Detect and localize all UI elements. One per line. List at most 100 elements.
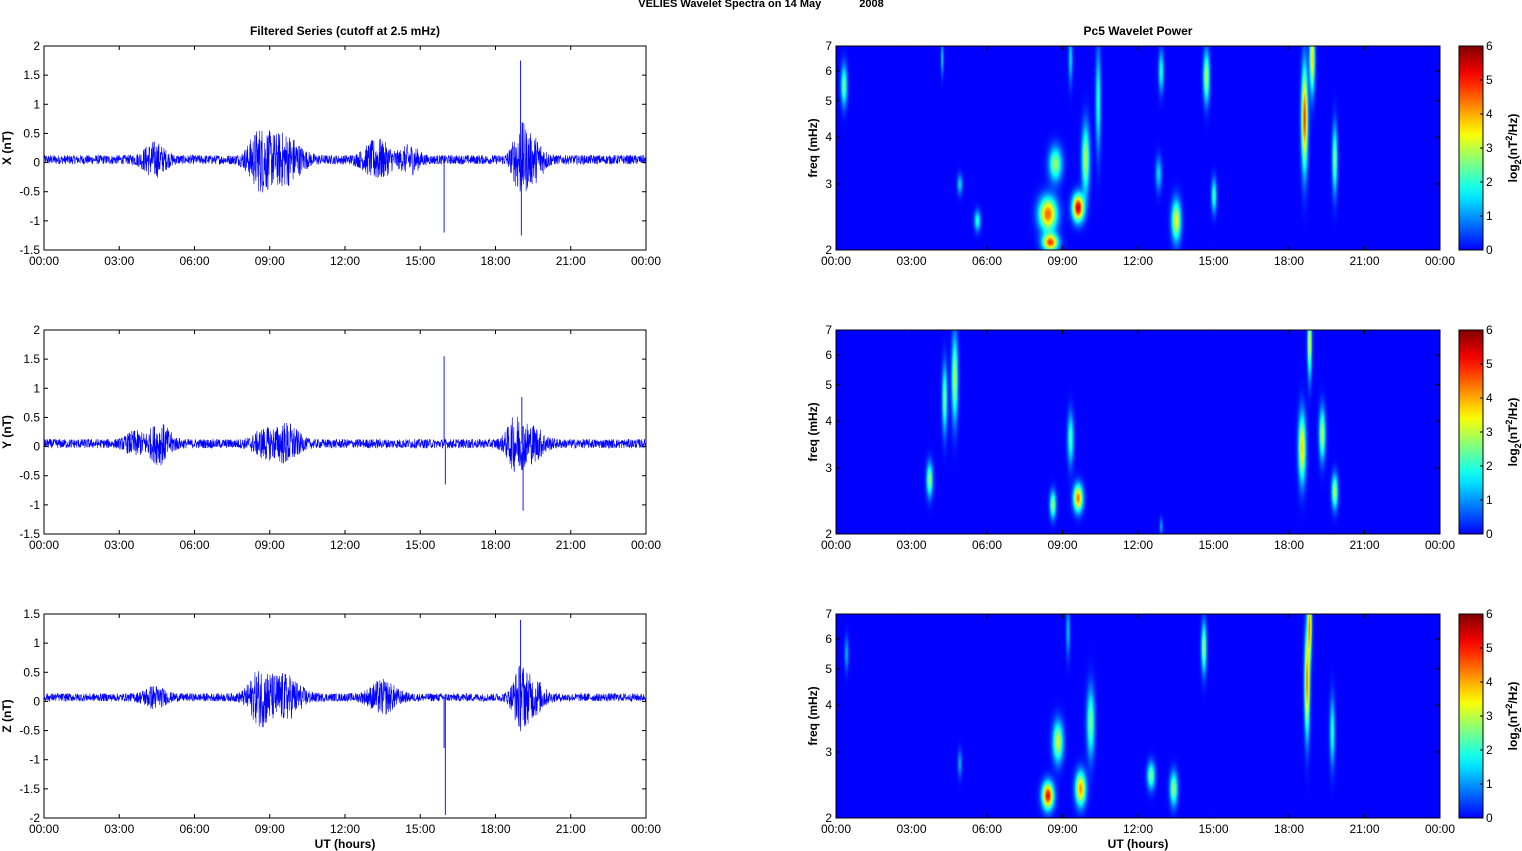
y-tick-label: -1.5	[19, 782, 40, 796]
x-tick-label: 15:00	[1198, 538, 1228, 552]
y-tick-label: 0	[33, 694, 40, 708]
x-tick-label: 12:00	[1123, 538, 1153, 552]
series-line-y	[43, 416, 647, 472]
y-axis-label: freq (mHz)	[806, 118, 820, 177]
x-tick-label: 00:00	[1425, 822, 1455, 836]
x-tick-label: 06:00	[179, 822, 209, 836]
wavelet-heatmap-canvas	[836, 614, 1440, 818]
series-line-z	[43, 665, 647, 732]
figure-title-station-date: VELIES Wavelet Spectra on 14 May	[638, 0, 822, 10]
colorbar-label-log: log	[1506, 732, 1520, 750]
x-tick-label: 09:00	[1047, 822, 1077, 836]
x-tick-label: 00:00	[821, 538, 851, 552]
y-tick-label: 3	[825, 461, 832, 475]
colorbar-tick-label: 6	[1486, 39, 1493, 53]
y-tick-label: 4	[825, 130, 832, 144]
x-tick-label: 15:00	[405, 254, 435, 268]
y-tick-label: -1	[29, 214, 40, 228]
x-tick-label: 03:00	[104, 254, 134, 268]
x-tick-label: 00:00	[29, 538, 59, 552]
y-tick-label: 2	[825, 811, 832, 825]
x-tick-label: 00:00	[1425, 538, 1455, 552]
x-axis-label: UT (hours)	[315, 837, 376, 851]
plot-area-y	[44, 330, 646, 534]
colorbar-tick-label: 5	[1486, 73, 1493, 87]
x-tick-label: 12:00	[330, 254, 360, 268]
y-tick-label: -1	[29, 498, 40, 512]
y-tick-label: 2	[825, 243, 832, 257]
wavelet-power-map-z	[836, 614, 1440, 818]
colorbar	[1458, 613, 1484, 819]
colorbar-label-body: (nT	[1506, 140, 1520, 159]
y-axis-label: X (nT)	[0, 131, 14, 165]
series-line-x	[43, 122, 647, 193]
x-tick-label: 18:00	[480, 822, 510, 836]
y-tick-label: -1	[29, 753, 40, 767]
x-tick-label: 09:00	[255, 538, 285, 552]
colorbar-tick-label: 2	[1486, 743, 1493, 757]
y-tick-label: -2	[29, 811, 40, 825]
x-tick-label: 09:00	[255, 822, 285, 836]
y-tick-label: 1	[33, 636, 40, 650]
colorbar-tick-label: 5	[1486, 641, 1493, 655]
filtered-series-title: Filtered Series (cutoff at 2.5 mHz)	[249, 24, 441, 38]
y-tick-label: 5	[825, 662, 832, 676]
x-tick-label: 18:00	[480, 538, 510, 552]
x-tick-label: 18:00	[1274, 538, 1304, 552]
colorbar-tick-label: 0	[1486, 243, 1493, 257]
y-tick-label: -1.5	[19, 243, 40, 257]
x-tick-label: 12:00	[330, 538, 360, 552]
y-tick-label: 5	[825, 378, 832, 392]
x-tick-label: 03:00	[104, 538, 134, 552]
colorbar-label-sup: 2	[1504, 136, 1514, 141]
colorbar-tick-label: 3	[1486, 425, 1493, 439]
colorbar-label-tail: /Hz)	[1506, 682, 1520, 704]
y-axis-label: freq (mHz)	[806, 686, 820, 745]
wavelet-power-map-y	[836, 330, 1440, 534]
colorbar-label-tail: /Hz)	[1506, 398, 1520, 420]
x-tick-label: 21:00	[556, 538, 586, 552]
y-tick-label: 2	[825, 527, 832, 541]
x-tick-label: 06:00	[972, 822, 1002, 836]
colorbar-tick-label: 3	[1486, 141, 1493, 155]
y-tick-label: 0	[33, 440, 40, 454]
colorbar-tick-label: 4	[1486, 391, 1493, 405]
colorbar-label-tail: /Hz)	[1506, 114, 1520, 136]
y-tick-label: 4	[825, 414, 832, 428]
x-tick-label: 21:00	[1349, 538, 1379, 552]
x-tick-label: 15:00	[405, 538, 435, 552]
colorbar-tick-label: 1	[1486, 493, 1493, 507]
x-tick-label: 03:00	[896, 822, 926, 836]
x-tick-label: 00:00	[29, 822, 59, 836]
y-tick-label: 1.5	[23, 68, 40, 82]
colorbar-tick-label: 4	[1486, 675, 1493, 689]
y-tick-label: 7	[825, 39, 832, 53]
colorbar-label-sub: 2	[1513, 159, 1522, 164]
x-tick-label: 18:00	[480, 254, 510, 268]
colorbar-tick-label: 6	[1486, 323, 1493, 337]
plot-area-x	[44, 46, 646, 250]
y-tick-label: 5	[825, 94, 832, 108]
y-tick-label: 1	[33, 97, 40, 111]
colorbar-label-sup: 2	[1504, 704, 1514, 709]
colorbar-label-sub: 2	[1513, 443, 1522, 448]
y-tick-label: 4	[825, 698, 832, 712]
colorbar-label-sup: 2	[1504, 420, 1514, 425]
y-tick-label: 3	[825, 177, 832, 191]
y-axis-label: freq (mHz)	[806, 402, 820, 461]
colorbar-tick-label: 2	[1486, 459, 1493, 473]
colorbar-tick-label: 2	[1486, 175, 1493, 189]
colorbar-label: log2(nT2/Hz)	[1504, 114, 1522, 183]
y-tick-label: 0.5	[23, 410, 40, 424]
y-tick-label: 7	[825, 323, 832, 337]
x-tick-label: 09:00	[1047, 254, 1077, 268]
x-tick-label: 15:00	[405, 822, 435, 836]
y-tick-label: 7	[825, 607, 832, 621]
x-tick-label: 06:00	[179, 538, 209, 552]
y-tick-label: -0.5	[19, 724, 40, 738]
colorbar-tick-label: 0	[1486, 527, 1493, 541]
y-tick-label: 6	[825, 632, 832, 646]
x-tick-label: 15:00	[1198, 254, 1228, 268]
x-tick-label: 00:00	[1425, 254, 1455, 268]
y-tick-label: 0	[33, 156, 40, 170]
